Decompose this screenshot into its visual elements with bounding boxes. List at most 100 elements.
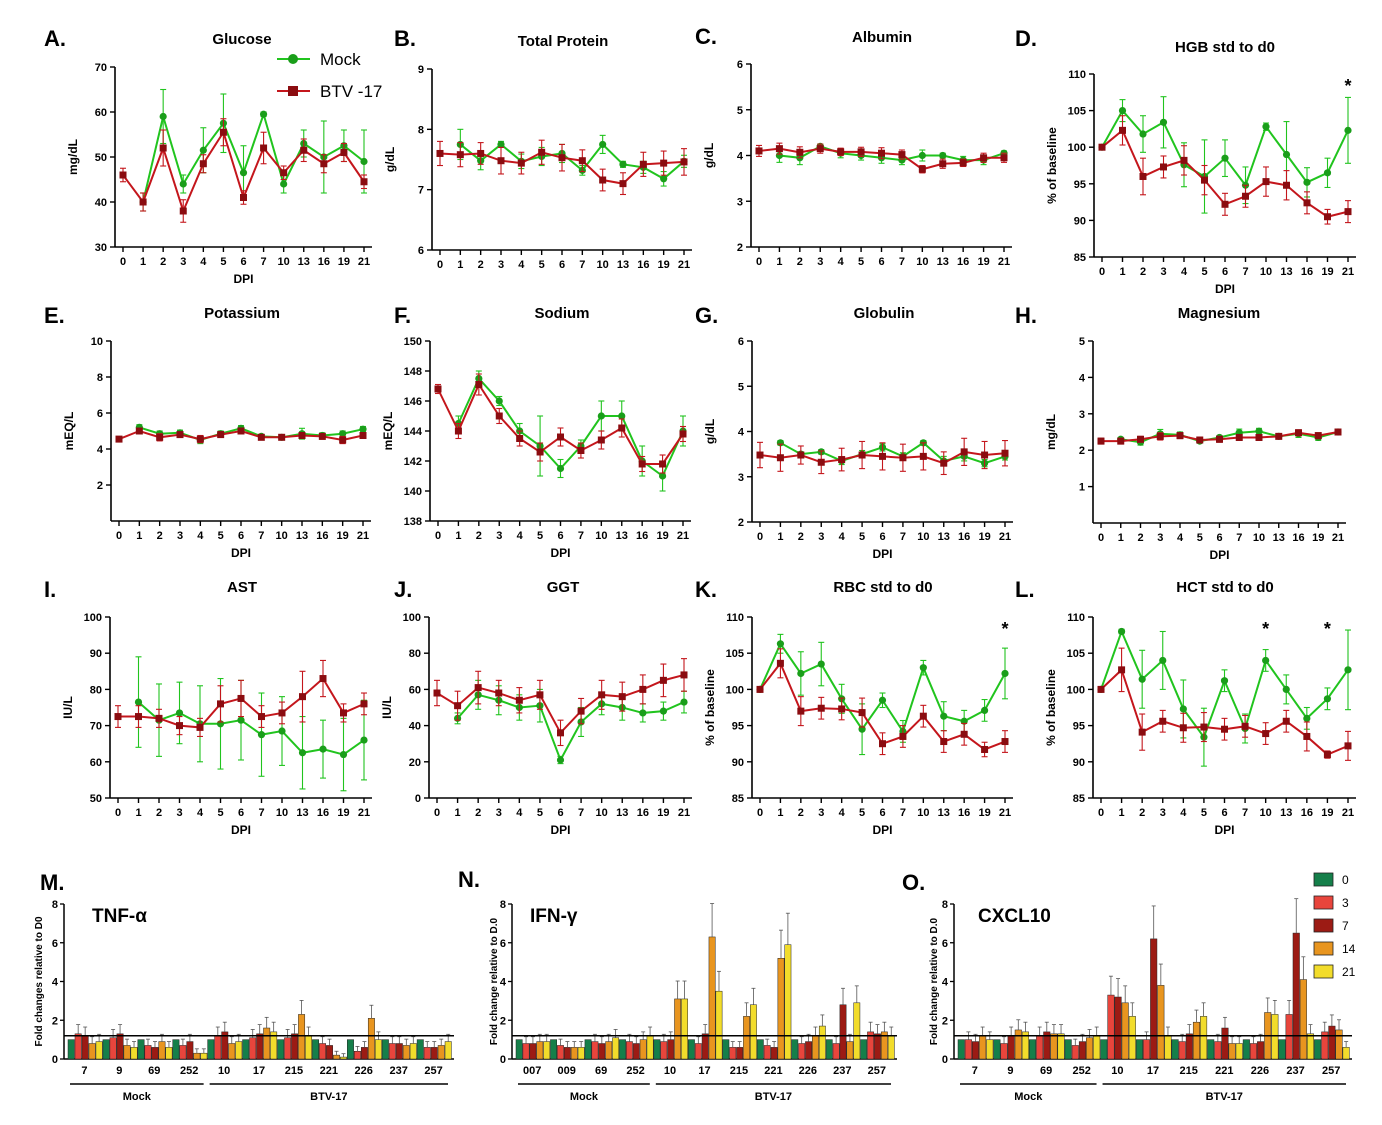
y-tick-label: 70 bbox=[90, 721, 102, 733]
x-tick-label: 6 bbox=[1221, 807, 1227, 819]
x-tick-label: 10 bbox=[1260, 807, 1272, 819]
bar bbox=[986, 1039, 994, 1060]
data-point bbox=[1255, 427, 1263, 435]
series-btv17 bbox=[433, 658, 688, 747]
bar bbox=[1171, 1039, 1179, 1060]
y-tick-label: 138 bbox=[404, 516, 422, 528]
data-point bbox=[219, 128, 227, 136]
x-tick-label: 3 bbox=[1160, 266, 1166, 278]
y-tick-label: 140 bbox=[404, 486, 422, 498]
series-mock bbox=[1117, 427, 1342, 446]
category-label: 237 bbox=[833, 1065, 851, 1077]
bar bbox=[515, 1039, 523, 1060]
line-panel-0: A. Glucose 30 40 50 60 70 0 1 2 3 4 5 6 7 10 13 16 19 21 DPI… bbox=[44, 26, 372, 286]
x-axis-label: DPI bbox=[872, 547, 892, 561]
panel-label: A. bbox=[44, 26, 66, 51]
bar bbox=[151, 1047, 159, 1060]
y-tick-label: 5 bbox=[738, 381, 744, 393]
line-panel-8: I. AST 50 60 70 80 90 100 0 1 2 3 4 5 6 7 10 13 16 19 21 DPI I… bbox=[44, 577, 372, 837]
bar bbox=[374, 1039, 382, 1060]
bar bbox=[1192, 1021, 1200, 1060]
y-tick-label: 1 bbox=[1079, 482, 1085, 494]
data-point bbox=[1282, 685, 1290, 694]
y-tick-label: 85 bbox=[1073, 793, 1085, 805]
y-axis-label: mg/dL bbox=[66, 139, 80, 175]
data-point bbox=[797, 707, 805, 715]
data-point bbox=[517, 159, 525, 167]
category-label: 10 bbox=[218, 1065, 230, 1077]
x-tick-label: 16 bbox=[637, 807, 649, 819]
data-point bbox=[260, 144, 268, 152]
data-point bbox=[960, 730, 968, 738]
data-point bbox=[359, 425, 367, 433]
bar bbox=[1007, 1035, 1015, 1060]
legend-label: 0 bbox=[1342, 873, 1349, 887]
data-point bbox=[1117, 627, 1126, 636]
bar bbox=[784, 944, 792, 1060]
data-point bbox=[538, 148, 546, 156]
category-label: 237 bbox=[389, 1065, 407, 1077]
bar bbox=[1299, 979, 1307, 1060]
x-tick-label: 16 bbox=[318, 256, 330, 268]
bar bbox=[144, 1045, 152, 1060]
category-label: 257 bbox=[1322, 1065, 1340, 1077]
x-tick-label: 4 bbox=[516, 807, 523, 819]
data-point bbox=[339, 436, 347, 444]
data-point bbox=[1303, 199, 1311, 207]
bar bbox=[249, 1037, 257, 1060]
y-tick-label: 142 bbox=[404, 456, 422, 468]
data-point bbox=[359, 432, 367, 439]
data-point bbox=[1001, 738, 1009, 746]
y-tick-label: 50 bbox=[95, 152, 107, 164]
y-tick-label: 95 bbox=[732, 721, 744, 733]
bar bbox=[402, 1045, 410, 1060]
bar bbox=[74, 1033, 82, 1060]
data-point bbox=[280, 180, 288, 188]
x-axis-label: DPI bbox=[550, 823, 570, 837]
data-point bbox=[436, 149, 444, 157]
data-point bbox=[259, 110, 268, 118]
bar bbox=[708, 936, 716, 1060]
data-point bbox=[299, 693, 306, 701]
x-tick-label: 19 bbox=[337, 530, 349, 542]
x-tick-label: 10 bbox=[278, 256, 290, 268]
panel-label: N. bbox=[458, 867, 480, 892]
bar bbox=[1207, 1039, 1215, 1060]
x-tick-label: 1 bbox=[455, 530, 461, 542]
group-label: BTV-17 bbox=[1206, 1091, 1243, 1103]
y-tick-label: 2 bbox=[737, 242, 743, 254]
x-tick-label: 4 bbox=[1180, 807, 1187, 819]
bar bbox=[688, 1039, 695, 1060]
x-tick-label: 3 bbox=[818, 531, 824, 543]
data-point bbox=[1282, 150, 1291, 159]
bar bbox=[1036, 1035, 1044, 1060]
data-point bbox=[1159, 118, 1168, 126]
data-point bbox=[179, 180, 187, 188]
x-tick-label: 21 bbox=[1332, 532, 1344, 544]
x-tick-label: 21 bbox=[677, 530, 689, 542]
category-label: 69 bbox=[1040, 1065, 1052, 1077]
y-tick-label: 8 bbox=[52, 899, 58, 911]
data-point bbox=[1283, 181, 1290, 189]
category-label: 9 bbox=[1007, 1065, 1013, 1077]
data-point bbox=[755, 147, 763, 155]
x-axis-label: DPI bbox=[1209, 548, 1229, 562]
bar bbox=[186, 1041, 194, 1060]
y-tick-label: 90 bbox=[90, 648, 102, 660]
x-tick-label: 16 bbox=[957, 256, 969, 268]
y-tick-label: 4 bbox=[97, 444, 104, 456]
data-point bbox=[557, 433, 564, 441]
data-point bbox=[878, 149, 885, 157]
y-axis-label: Fold change relative to D.0 bbox=[489, 917, 500, 1045]
data-point bbox=[960, 448, 968, 456]
bar bbox=[165, 1047, 173, 1060]
data-point bbox=[817, 660, 825, 668]
data-point bbox=[360, 157, 368, 166]
data-point bbox=[1344, 742, 1352, 750]
bar bbox=[701, 1033, 709, 1060]
data-point bbox=[858, 451, 866, 459]
x-tick-label: 5 bbox=[859, 531, 865, 543]
data-point bbox=[456, 151, 464, 159]
group-label: Mock bbox=[1014, 1091, 1043, 1103]
data-point bbox=[339, 750, 348, 759]
